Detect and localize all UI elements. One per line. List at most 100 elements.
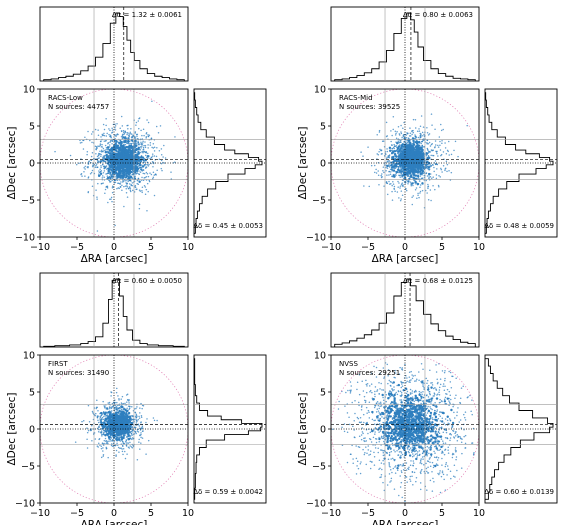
data-point [109, 177, 112, 180]
data-point [141, 164, 143, 166]
data-point [111, 402, 114, 405]
data-point [386, 135, 388, 137]
data-point [111, 129, 114, 131]
data-point [117, 187, 119, 189]
data-point [145, 175, 148, 178]
data-point [83, 419, 85, 422]
data-point [120, 154, 123, 158]
data-point [405, 134, 408, 136]
data-point [432, 176, 434, 178]
data-point [100, 418, 103, 421]
data-point [138, 189, 141, 191]
data-point [138, 127, 140, 130]
data-point [430, 154, 432, 157]
data-point [416, 197, 418, 199]
n-sources-label: N sources: 39525 [339, 103, 400, 111]
data-point [125, 188, 127, 190]
data-point [102, 429, 105, 432]
data-point [114, 134, 117, 136]
data-point [95, 163, 98, 165]
data-point [110, 406, 113, 408]
data-point [100, 136, 102, 138]
data-point [116, 401, 118, 404]
data-point [466, 124, 468, 127]
data-point [106, 432, 109, 436]
data-point [414, 174, 417, 177]
data-point [118, 147, 121, 150]
data-point [427, 143, 430, 145]
data-point [108, 154, 112, 158]
data-point [420, 142, 422, 145]
data-point [96, 230, 99, 232]
data-point [104, 437, 107, 440]
data-point [90, 133, 93, 135]
data-point [391, 149, 393, 152]
data-point [140, 141, 142, 143]
data-point [109, 171, 112, 174]
data-point [100, 447, 103, 450]
data-point [123, 148, 126, 151]
data-point [115, 391, 118, 394]
data-point [135, 420, 138, 422]
data-point [114, 125, 117, 127]
data-point [97, 446, 99, 448]
data-point [104, 411, 107, 413]
data-point [110, 136, 112, 139]
data-point [130, 184, 133, 187]
data-point [164, 157, 167, 159]
data-point [142, 128, 145, 131]
data-point [81, 175, 83, 177]
data-point [137, 156, 140, 159]
x-tick-label: −10 [321, 242, 341, 253]
data-point [99, 168, 101, 171]
data-point [112, 445, 114, 448]
data-point [128, 133, 131, 135]
data-point [124, 185, 127, 187]
data-point [107, 151, 110, 154]
data-point [97, 157, 99, 160]
data-point [115, 449, 118, 452]
data-point [127, 187, 130, 190]
data-point [407, 180, 410, 183]
data-point [388, 146, 392, 150]
data-point [417, 151, 420, 154]
data-point [395, 145, 398, 147]
data-point [98, 428, 100, 431]
data-point [416, 182, 420, 186]
data-point [108, 438, 110, 441]
data-point [410, 144, 413, 147]
data-point [124, 168, 128, 172]
data-point [412, 131, 415, 134]
data-point [74, 441, 77, 443]
data-point [145, 136, 148, 138]
data-point [142, 158, 145, 162]
y-tick-label: −5 [21, 196, 35, 207]
data-point [394, 164, 398, 167]
data-point [411, 150, 414, 153]
data-point [427, 166, 430, 169]
data-point [430, 143, 433, 146]
data-point [386, 156, 388, 158]
data-point [132, 145, 135, 149]
data-point [115, 135, 117, 138]
y-tick-label: −10 [15, 233, 35, 244]
data-point [412, 195, 415, 197]
data-point [440, 167, 442, 170]
data-point [419, 192, 421, 194]
data-point [436, 163, 439, 166]
data-point [140, 442, 142, 444]
data-point [116, 134, 118, 136]
data-point [391, 184, 393, 187]
data-point [415, 136, 418, 138]
data-point [122, 140, 125, 142]
data-point [386, 160, 388, 162]
data-point [409, 135, 412, 137]
data-point [104, 192, 106, 194]
data-point [142, 165, 145, 168]
y-tick-label: −5 [312, 196, 326, 207]
data-point [410, 185, 412, 187]
data-point [156, 147, 158, 149]
data-point [120, 175, 124, 178]
data-point [110, 437, 113, 439]
data-point [130, 127, 132, 130]
